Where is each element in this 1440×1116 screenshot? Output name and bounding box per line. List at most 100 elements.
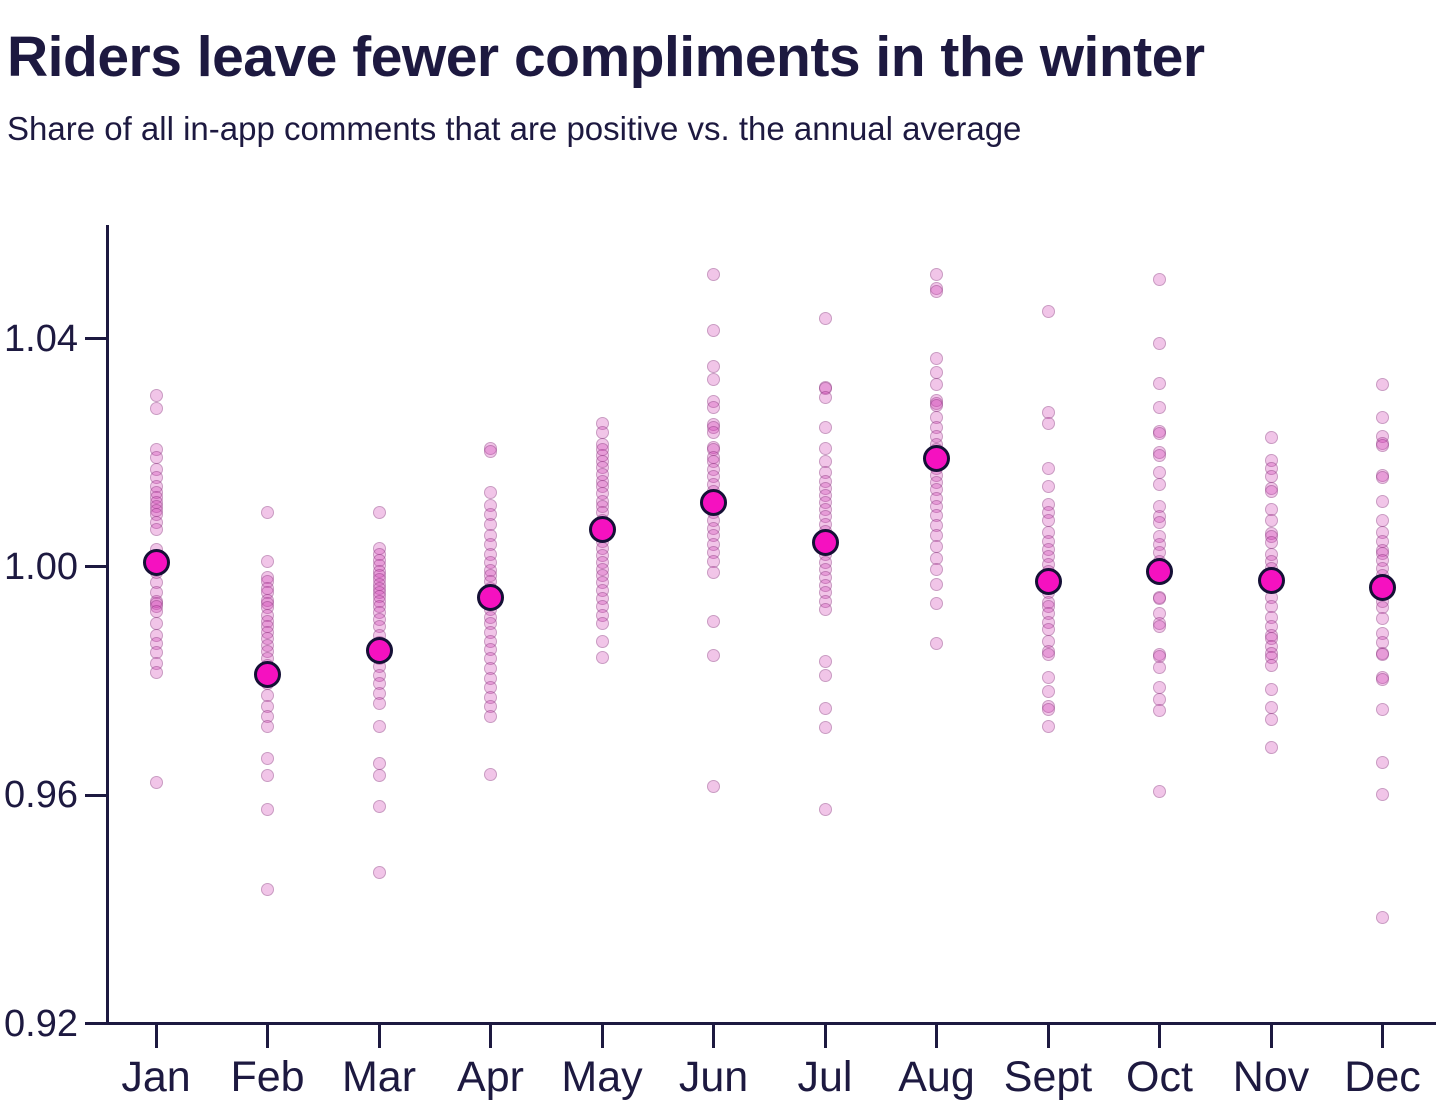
- data-point: [818, 441, 832, 455]
- x-tick: [489, 1023, 492, 1048]
- y-tick: [85, 565, 107, 569]
- data-point: [707, 648, 720, 662]
- data-point: [261, 802, 274, 816]
- data-point: [1041, 513, 1055, 527]
- data-point: [707, 373, 720, 387]
- data-point: [930, 637, 943, 651]
- data-point: [1153, 376, 1166, 390]
- mean-point: [365, 636, 393, 664]
- x-tick-label-jul: Jul: [797, 1053, 853, 1101]
- data-point: [1153, 785, 1166, 799]
- data-point: [818, 654, 832, 668]
- mean-point: [700, 488, 727, 516]
- data-point: [1041, 461, 1055, 475]
- data-point: [149, 665, 163, 679]
- x-tick-label-mar: Mar: [341, 1053, 417, 1101]
- data-point: [261, 555, 274, 569]
- data-point: [372, 768, 386, 782]
- data-point: [1041, 720, 1055, 734]
- data-point: [1041, 480, 1055, 494]
- x-tick: [1158, 1023, 1161, 1048]
- mean-point: [1034, 568, 1062, 596]
- data-point: [372, 697, 386, 711]
- data-point: [149, 401, 163, 415]
- x-tick-label-jun: Jun: [678, 1053, 749, 1101]
- mean-point: [1257, 566, 1285, 594]
- data-point: [707, 360, 720, 374]
- data-point: [1264, 485, 1278, 499]
- y-tick: [85, 337, 107, 341]
- data-point: [1153, 620, 1166, 634]
- data-point: [261, 751, 274, 765]
- x-tick-label-sept: Sept: [1003, 1053, 1093, 1101]
- chart-subtitle: Share of all in-app comments that are po…: [7, 110, 1022, 147]
- data-point: [707, 566, 720, 580]
- mean-point: [1369, 573, 1396, 601]
- y-tick: [85, 793, 107, 797]
- data-point: [818, 421, 832, 435]
- data-point: [1376, 648, 1389, 662]
- data-point: [484, 445, 497, 459]
- data-point: [930, 351, 943, 365]
- data-point: [930, 597, 943, 611]
- data-point: [1376, 672, 1389, 686]
- data-point: [930, 285, 943, 299]
- x-tick: [1381, 1023, 1384, 1048]
- y-tick-label: 0.96: [4, 774, 78, 817]
- data-point: [1376, 411, 1389, 425]
- data-point: [1376, 513, 1389, 527]
- data-point: [484, 768, 497, 782]
- data-point: [707, 614, 720, 628]
- x-tick: [266, 1023, 269, 1048]
- y-tick-label: 1.00: [4, 545, 78, 588]
- data-point: [930, 378, 943, 392]
- data-point: [595, 650, 609, 664]
- mean-point: [477, 584, 504, 612]
- data-point: [484, 709, 497, 723]
- y-tick-label: 1.04: [4, 317, 78, 360]
- x-tick: [823, 1023, 827, 1048]
- data-point: [1264, 431, 1278, 445]
- data-point: [707, 401, 720, 415]
- data-point: [1376, 755, 1389, 769]
- data-point: [1153, 703, 1166, 717]
- data-point: [149, 776, 163, 790]
- data-point: [1041, 703, 1055, 717]
- mean-point: [811, 528, 839, 556]
- data-point: [930, 563, 943, 577]
- data-point: [1264, 741, 1278, 755]
- data-point: [1153, 516, 1166, 530]
- x-tick-label-apr: Apr: [457, 1053, 524, 1101]
- data-point: [818, 391, 832, 405]
- data-point: [930, 577, 943, 591]
- mean-point: [254, 661, 281, 689]
- y-axis: [105, 225, 109, 1025]
- data-point: [484, 486, 497, 500]
- data-point: [707, 426, 720, 440]
- data-point: [261, 882, 274, 896]
- data-point: [261, 768, 274, 782]
- data-point: [818, 802, 832, 816]
- data-point: [707, 780, 720, 794]
- data-point: [1041, 416, 1055, 430]
- x-tick: [1046, 1023, 1050, 1048]
- x-tick-label-oct: Oct: [1126, 1053, 1193, 1101]
- data-point: [1376, 788, 1389, 802]
- x-tick: [154, 1023, 158, 1048]
- data-point: [707, 268, 720, 282]
- data-point: [707, 324, 720, 338]
- data-point: [1264, 713, 1278, 727]
- chart-title: Riders leave fewer compliments in the wi…: [7, 25, 1205, 89]
- x-tick-label-may: May: [561, 1053, 643, 1101]
- x-tick: [712, 1023, 715, 1048]
- data-point: [1376, 495, 1389, 509]
- x-tick-label-nov: Nov: [1232, 1053, 1310, 1101]
- data-point: [1153, 448, 1166, 462]
- data-point: [1153, 661, 1166, 675]
- x-tick: [377, 1023, 381, 1048]
- data-point: [818, 311, 832, 325]
- data-point: [1264, 658, 1278, 672]
- y-tick-label: 0.92: [4, 1002, 78, 1045]
- data-point: [372, 506, 386, 520]
